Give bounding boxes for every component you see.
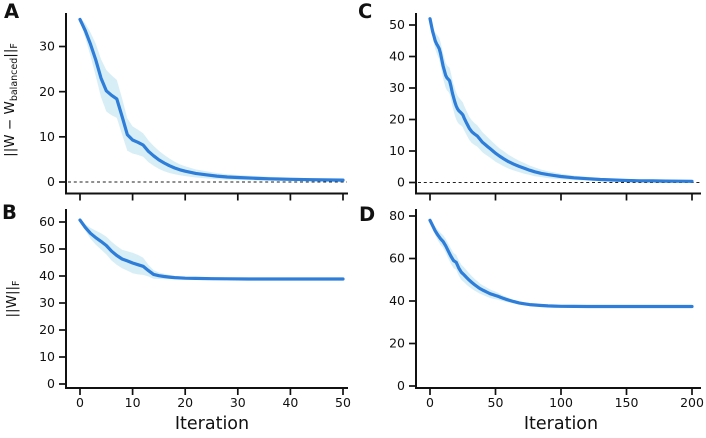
y-tick-label: 20 [39, 322, 55, 337]
uncertainty-band [80, 17, 343, 182]
uncertainty-band [80, 219, 343, 280]
mean-line [78, 17, 345, 182]
panel-A: 0 10 20 30 ||W − Wbalanced||F A [2, 0, 348, 201]
panel-C: 0 10 20 30 40 50 C [358, 0, 701, 201]
y-axis-label: ||W − Wbalanced||F [2, 43, 20, 157]
y-tick-label: 10 [389, 143, 405, 158]
x-tick-label: 0 [76, 395, 84, 410]
y-tick-label: 20 [389, 112, 405, 127]
x-tick-label: 100 [549, 395, 573, 410]
mean-line [428, 218, 694, 309]
y-tick-label: 50 [389, 17, 405, 32]
y-tick-label: 40 [39, 268, 55, 283]
uncertainty-band [430, 219, 692, 307]
x-axis-label: Iteration [524, 414, 598, 434]
y-tick-label: 30 [389, 80, 405, 95]
x-tick-label: 20 [177, 395, 193, 410]
panel-letter-A: A [4, 0, 19, 23]
x-tick-label: 50 [335, 395, 351, 410]
panel-letter-C: C [358, 0, 372, 23]
uncertainty-band [430, 17, 692, 182]
panel-D: 0 20 40 60 80 0 50 100 150 200 Iteration D [359, 203, 704, 434]
y-tick-label: 50 [39, 241, 55, 256]
y-tick-label: 0 [397, 378, 405, 393]
x-tick-label: 10 [125, 395, 141, 410]
x-tick-label: 0 [426, 395, 434, 410]
y-tick-label: 60 [39, 214, 55, 229]
x-axis-label: Iteration [175, 414, 249, 434]
y-tick-label: 0 [397, 175, 405, 190]
x-tick-label: 50 [488, 395, 504, 410]
mean-line [78, 218, 345, 281]
y-tick-label: 20 [39, 84, 55, 99]
x-tick-label: 40 [282, 395, 298, 410]
y-tick-label: 20 [389, 336, 405, 351]
mean-line [428, 17, 694, 183]
x-tick-label: 150 [615, 395, 639, 410]
x-tick-label: 30 [230, 395, 246, 410]
y-tick-label: 60 [389, 251, 405, 266]
y-tick-label: 80 [389, 208, 405, 223]
y-tick-label: 0 [47, 174, 55, 189]
panel-B: 0 10 20 30 40 50 60 0 10 20 30 40 50 ||W||F Iteration B [2, 201, 351, 434]
x-tick-label: 200 [680, 395, 704, 410]
panel-letter-D: D [359, 203, 375, 226]
y-tick-label: 30 [39, 295, 55, 310]
y-tick-label: 40 [389, 293, 405, 308]
panel-letter-B: B [2, 201, 17, 224]
y-tick-label: 10 [39, 129, 55, 144]
y-tick-label: 10 [39, 349, 55, 364]
y-tick-label: 40 [389, 49, 405, 64]
y-tick-label: 0 [47, 376, 55, 391]
y-axis-label: ||W||F [4, 280, 22, 317]
y-tick-label: 30 [39, 39, 55, 54]
